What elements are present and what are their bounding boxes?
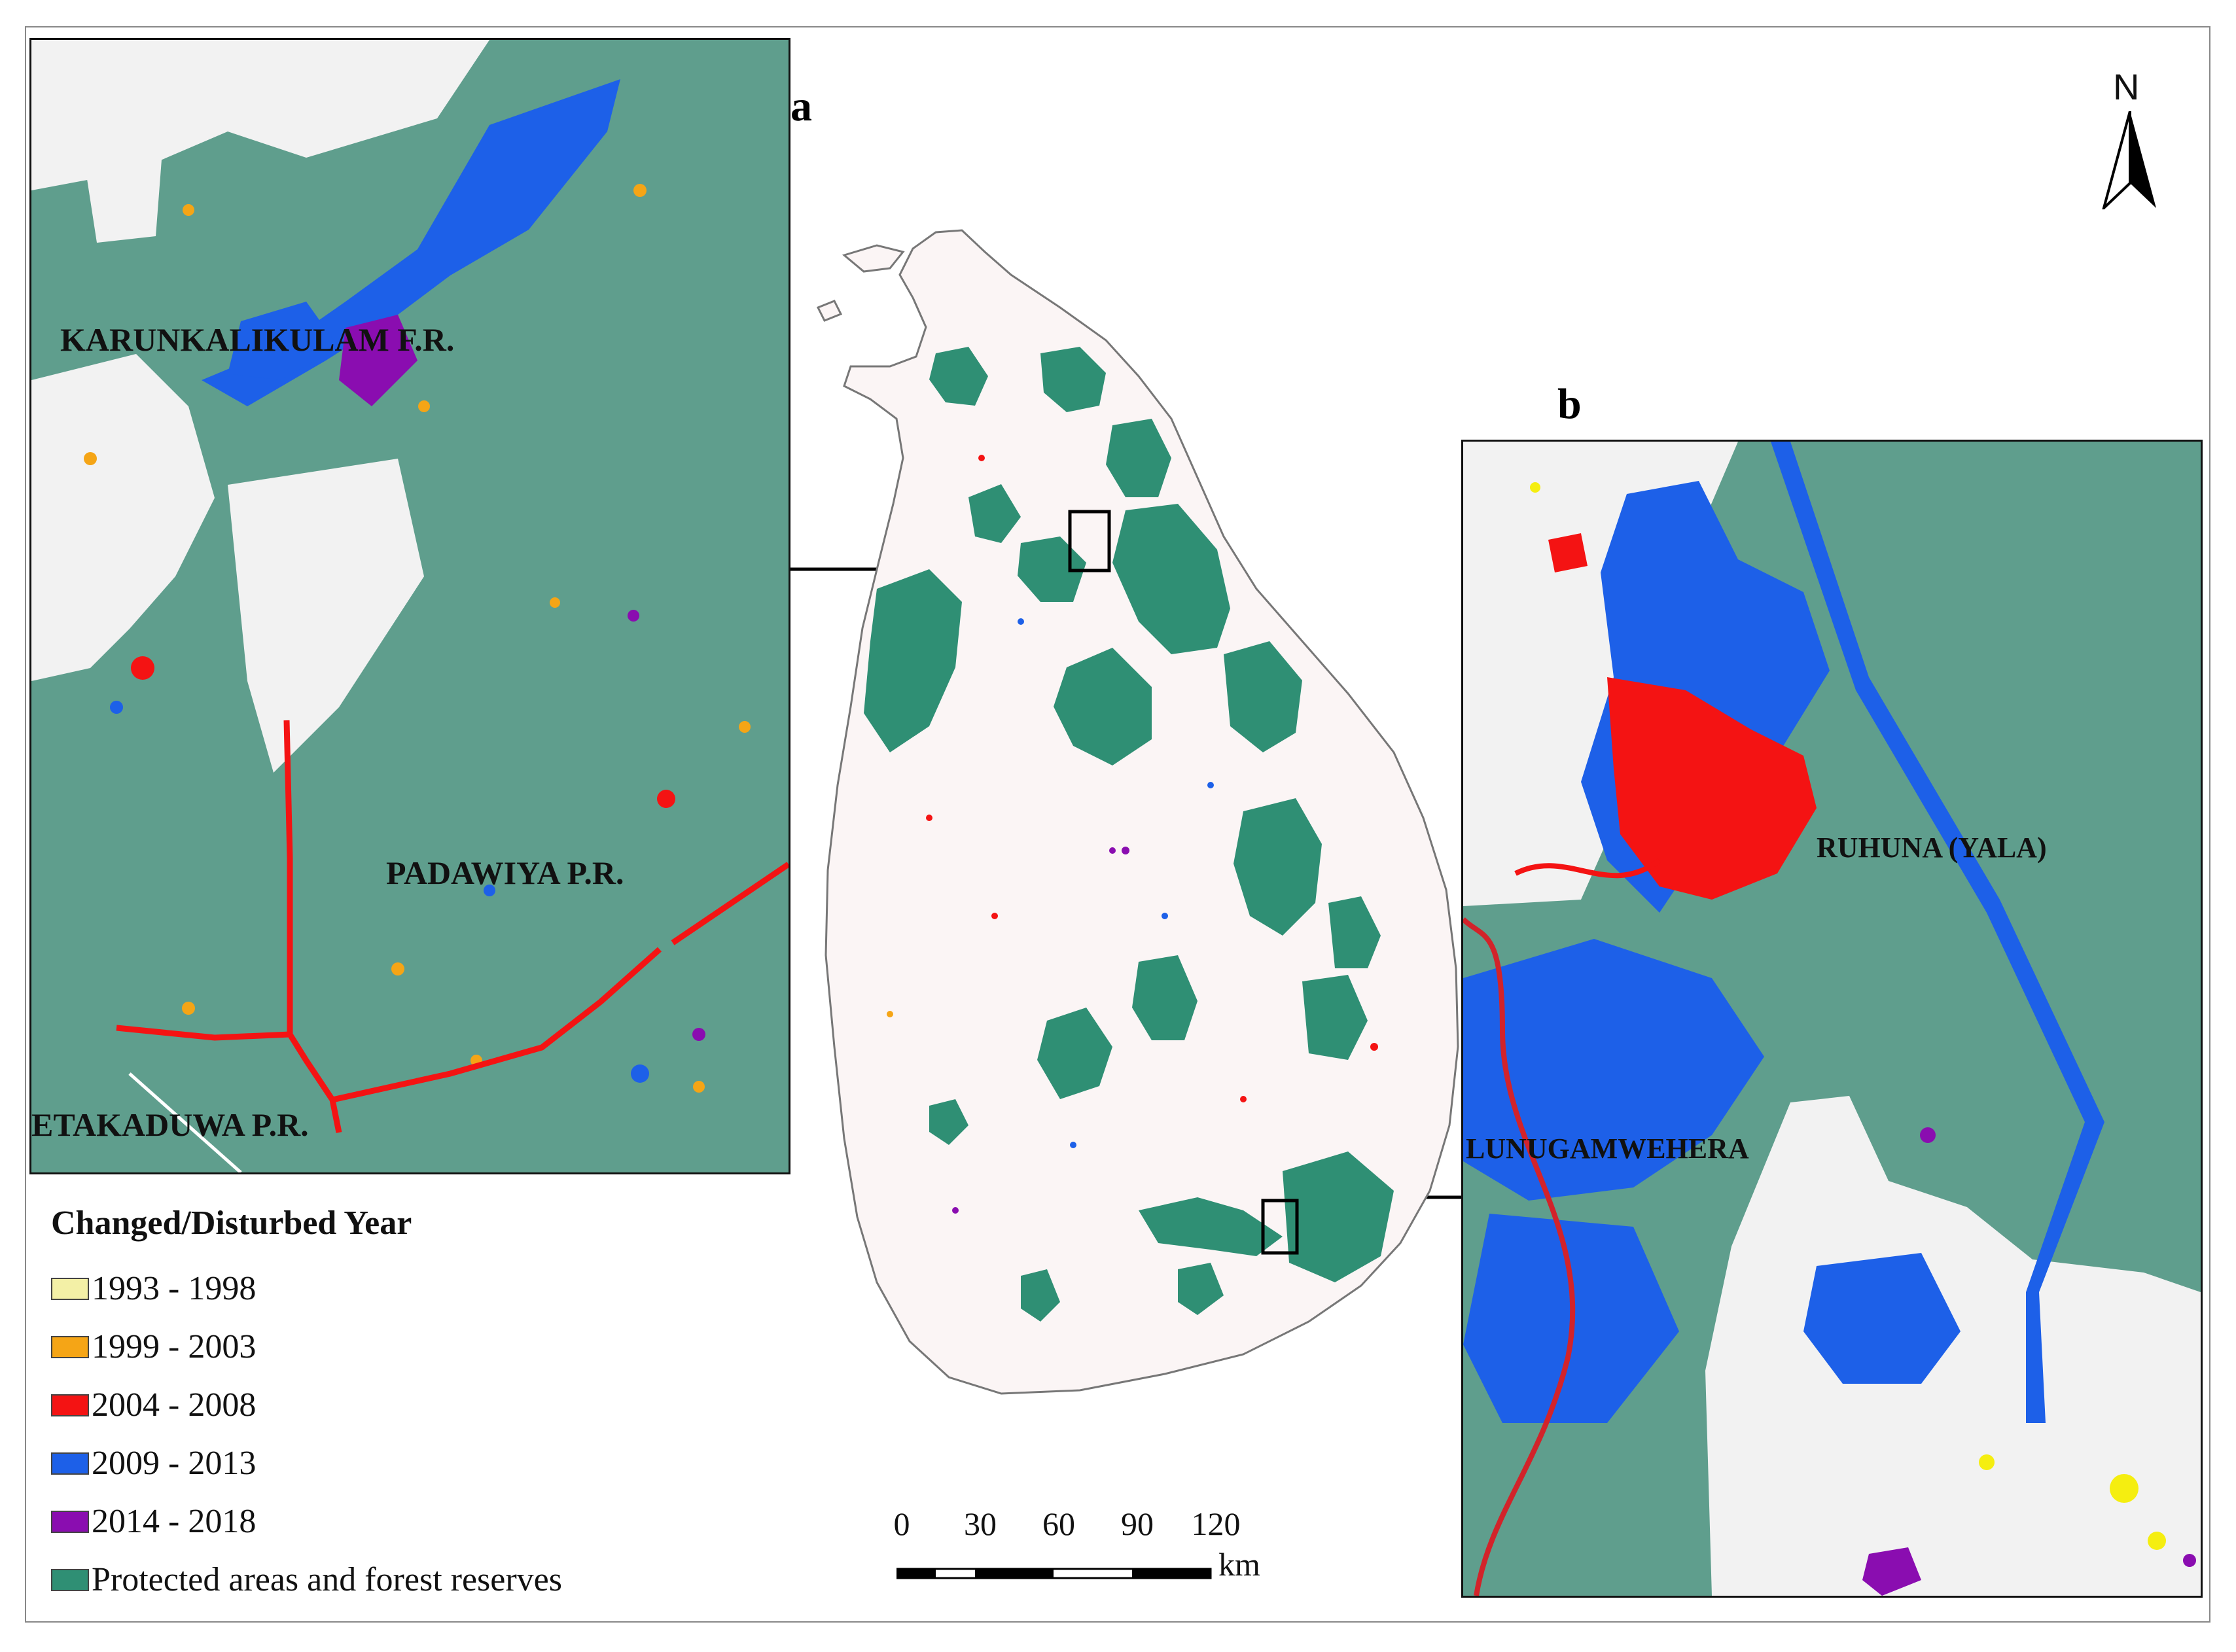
scale-tick: 0: [893, 1505, 910, 1542]
legend: Changed/Disturbed Year 1993 - 1998 1999 …: [51, 1204, 771, 1609]
legend-item: 1999 - 2003: [51, 1318, 771, 1376]
inset-a-red-roads: [116, 656, 789, 1133]
legend-item: 2009 - 2013: [51, 1434, 771, 1492]
inset-b-river: [1463, 917, 1576, 1596]
legend-title: Changed/Disturbed Year: [51, 1204, 412, 1242]
legend-swatch: [51, 1568, 89, 1591]
inset-b-purple-patches: [1862, 1127, 2196, 1596]
locator-box-a: [1068, 510, 1111, 572]
legend-label: 1993 - 1998: [92, 1270, 257, 1307]
label-lunugamwehera: LUNUGAMWEHERA: [1466, 1133, 1749, 1165]
inset-a-open-land: [31, 40, 489, 773]
disturbance-points: [887, 455, 1378, 1214]
inset-map-b: [1461, 440, 2203, 1598]
panel-label-a: a: [790, 82, 812, 130]
legend-item: Protected areas and forest reserves: [51, 1551, 771, 1609]
legend-item: 1993 - 1998: [51, 1259, 771, 1318]
inset-b-red-road: [1514, 858, 1661, 879]
legend-label: 2014 - 2018: [92, 1503, 257, 1540]
scale-tick: 60: [1042, 1505, 1075, 1542]
inset-b-yellow-patches: [1530, 482, 2166, 1550]
scale-tick: 30: [964, 1505, 997, 1542]
inset-a-white-road: [128, 1072, 242, 1172]
legend-label: Protected areas and forest reserves: [92, 1561, 562, 1598]
legend-swatch: [51, 1452, 89, 1475]
locator-box-b: [1261, 1199, 1299, 1255]
inset-a-purple-patches: [339, 315, 705, 1041]
legend-swatch: [51, 1510, 89, 1533]
inset-a-orange-patches: [84, 184, 751, 1093]
legend-label: 2009 - 2013: [92, 1445, 257, 1482]
inset-b-drawing: [1463, 442, 2201, 1596]
scale-tick: 90: [1121, 1505, 1154, 1542]
legend-swatch: [51, 1277, 89, 1300]
north-arrow: N: [2097, 65, 2169, 216]
panel-label-b: b: [1557, 380, 1582, 428]
northern-islands: [816, 244, 905, 322]
legend-swatch: [51, 1394, 89, 1416]
map-frame: [25, 26, 2210, 1623]
inset-map-a: [29, 38, 790, 1174]
scale-unit: km: [1218, 1546, 1260, 1583]
inset-a-blue-patches: [110, 79, 649, 1083]
label-padawiya: PADAWIYA P.R.: [386, 854, 624, 891]
legend-label: 1999 - 2003: [92, 1328, 257, 1365]
scale-bar: 0 30 60 90 120 km: [877, 1505, 1269, 1590]
label-karunkalikulam: KARUNKALIKULAM F.R.: [60, 321, 455, 358]
inset-b-red-patches: [1548, 533, 1817, 900]
protected-areas: [864, 347, 1394, 1322]
legend-item: 2004 - 2008: [51, 1376, 771, 1434]
north-letter: N: [2113, 66, 2140, 107]
scale-bar-graphic: [896, 1568, 1212, 1579]
inset-a-drawing: [31, 40, 789, 1172]
scale-tick: 120: [1191, 1505, 1241, 1542]
legend-swatch: [51, 1335, 89, 1358]
label-ruhuna: RUHUNA (YALA): [1817, 832, 2047, 864]
legend-item: 2014 - 2018: [51, 1492, 771, 1551]
legend-label: 2004 - 2008: [92, 1386, 257, 1424]
north-arrow-icon: [2102, 111, 2156, 209]
label-etakaduwa: ETAKADUWA P.R.: [31, 1106, 309, 1143]
